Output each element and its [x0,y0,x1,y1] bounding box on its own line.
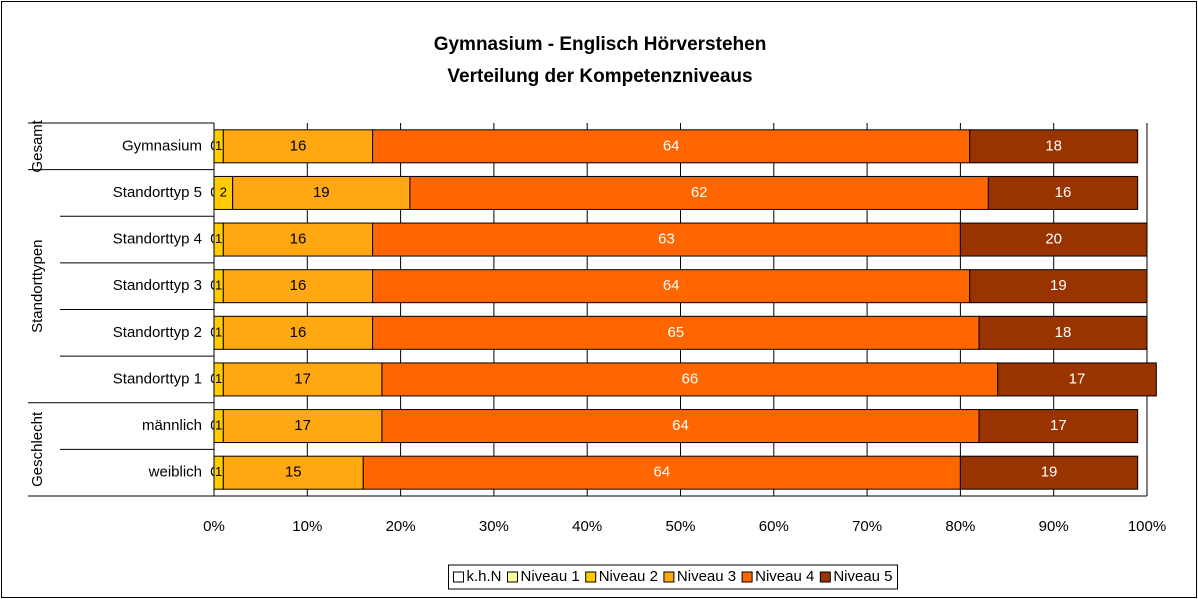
x-tick-label: 100% [1128,518,1166,535]
data-label: 16 [290,324,307,341]
bar-segment [959,222,1148,257]
data-label: 16 [290,137,307,154]
legend: k.h.N Niveau 1 Niveau 2 Niveau 3 Niveau 4 Niv… [452,568,893,585]
bar-segment [222,409,383,444]
y-tick-label: Standorttyp 3 [113,277,202,294]
bar-segment [409,175,989,210]
legend-label: Niveau 2 [599,568,658,585]
chart-subtitle: Verteilung der Kompetenzniveaus [447,66,752,87]
data-label: 17 [1069,370,1086,387]
legend-swatch [452,571,464,583]
data-label: 16 [290,277,307,294]
data-label: 15 [285,464,302,481]
data-label: 64 [653,464,670,481]
group-label: Gesamt [29,119,46,172]
bar-segment [372,315,980,350]
bar-segment [978,315,1148,350]
bar-segment [969,269,1148,304]
legend-label: Niveau 4 [755,568,814,585]
bar-segment [222,362,383,397]
legend-swatch [741,571,753,583]
group-label: Standorttypen [29,239,46,332]
data-label: 2 [220,184,227,199]
legend-swatch [819,571,831,583]
bar-segment [987,175,1139,210]
data-label: 19 [313,184,330,201]
data-label: 1 [215,278,222,293]
x-tick-label: 70% [852,518,882,535]
data-label: 64 [663,137,680,154]
data-label: 17 [294,417,311,434]
bar-segment [232,175,411,210]
legend-swatch [585,571,597,583]
legend-swatch [507,571,518,583]
data-label: 16 [290,231,307,248]
data-label: 64 [663,277,680,294]
y-tick-label: weiblich [148,464,202,481]
data-label: 18 [1045,137,1062,154]
data-label: 63 [658,231,675,248]
x-tick-label: 90% [1039,518,1069,535]
x-tick-label: 0% [203,518,225,535]
group-label: Geschlecht [29,411,46,487]
bar-segment [222,129,374,164]
data-label: 1 [215,371,222,386]
data-label: 20 [1045,231,1062,248]
legend-label: Niveau 3 [677,568,736,585]
data-label: 64 [672,417,689,434]
data-label: 19 [1041,464,1058,481]
data-label: 17 [1050,417,1067,434]
data-label: 17 [294,370,311,387]
legend-label: k.h.N [466,568,501,585]
bar-segment [381,409,980,444]
x-tick-label: 30% [479,518,509,535]
bar-segment [997,362,1157,397]
x-tick-label: 50% [665,518,695,535]
bar-segment [372,222,961,257]
bar-segment [969,129,1139,164]
bar-segment [372,269,971,304]
legend-label: Niveau 5 [833,568,892,585]
y-tick-label: Standorttyp 5 [113,184,202,201]
bar-segment [959,455,1139,490]
data-label: 62 [691,184,708,201]
data-label: 65 [667,324,684,341]
data-label: 18 [1055,324,1072,341]
data-label: 66 [681,370,698,387]
x-tick-label: 60% [759,518,789,535]
legend-swatch [663,571,675,583]
bar-segment [222,269,374,304]
y-tick-label: Gymnasium [122,137,202,154]
bar-segment [362,455,961,490]
legend-frame [447,564,899,590]
x-tick-label: 20% [386,518,416,535]
data-label: 1 [215,418,222,433]
data-label: 1 [215,464,222,479]
data-label: 1 [215,231,222,246]
y-tick-label: Standorttyp 4 [113,231,202,248]
x-tick-label: 40% [572,518,602,535]
data-label: 16 [1055,184,1072,201]
y-tick-label: Standorttyp 2 [113,324,202,341]
data-label: 19 [1050,277,1067,294]
data-label: 1 [215,138,222,153]
legend-label: Niveau 1 [521,568,580,585]
y-tick-label: männlich [142,417,202,434]
data-label: 1 [215,324,222,339]
x-tick-label: 80% [945,518,975,535]
bar-segment [978,409,1139,444]
chart-title: Gymnasium - Englisch Hörverstehen [434,34,767,55]
x-tick-label: 10% [292,518,322,535]
y-tick-label: Standorttyp 1 [113,370,202,387]
bar-segment [381,362,999,397]
